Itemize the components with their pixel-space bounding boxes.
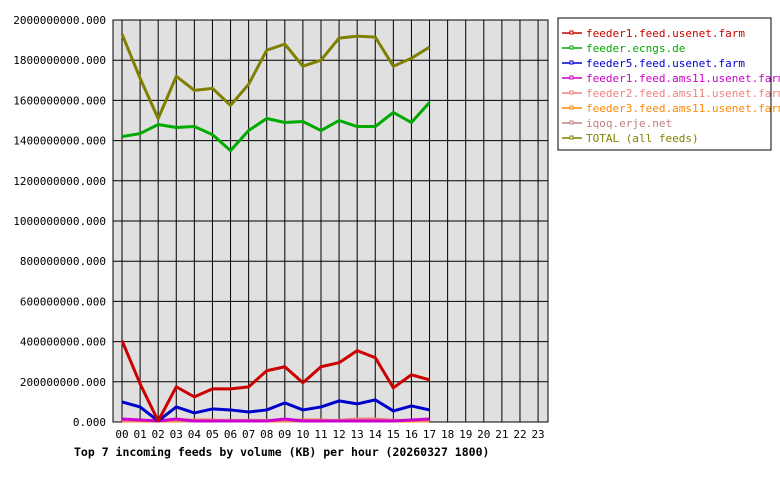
y-axis: 0.000 200000000.000 400000000.000 600000000…: [13, 14, 106, 429]
x-tick-label: 08: [260, 428, 273, 441]
y-tick-label: 2000000000.000: [13, 14, 106, 27]
x-tick-label: 17: [423, 428, 436, 441]
legend-label: feeder5.feed.usenet.farm: [586, 57, 745, 70]
legend-label: feeder1.feed.usenet.farm: [586, 27, 745, 40]
x-tick-label: 19: [459, 428, 472, 441]
y-tick-label: 1000000000.000: [13, 215, 106, 228]
legend-marker: [569, 75, 574, 80]
series-line: [120, 340, 430, 423]
x-tick-label: 16: [405, 428, 418, 441]
legend-marker: [569, 30, 574, 35]
x-tick-label: 21: [495, 428, 508, 441]
x-tick-label: 18: [441, 428, 454, 441]
series-lines: [120, 33, 431, 423]
y-tick-label: 400000000.000: [20, 336, 106, 349]
legend-marker: [569, 45, 574, 50]
legend-label: feeder1.feed.ams11.usenet.farm: [586, 72, 780, 85]
x-tick-label: 10: [296, 428, 309, 441]
x-tick-label: 12: [332, 428, 345, 441]
series-line: [121, 101, 431, 153]
x-tick-label: 15: [387, 428, 400, 441]
x-tick-label: 07: [242, 428, 255, 441]
series-line: [121, 398, 430, 423]
x-tick-label: 11: [314, 428, 327, 441]
x-tick-label: 02: [152, 428, 165, 441]
x-tick-label: 06: [224, 428, 237, 441]
legend-label: iqoq.erje.net: [586, 117, 672, 130]
legend: feeder1.feed.usenet.farm feeder.ecngs.de f…: [557, 17, 780, 151]
x-tick-label: 14: [369, 428, 383, 441]
y-tick-label: 800000000.000: [20, 255, 106, 268]
y-tick-label: 1600000000.000: [13, 94, 106, 107]
x-tick-label: 03: [170, 428, 183, 441]
legend-marker: [569, 135, 574, 140]
y-tick-label: 600000000.000: [20, 295, 106, 308]
legend-marker: [569, 120, 574, 125]
x-tick-label: 05: [206, 428, 219, 441]
y-tick-label: 200000000.000: [20, 376, 106, 389]
legend-label: feeder.ecngs.de: [586, 42, 685, 55]
x-tick-label: 09: [278, 428, 291, 441]
x-tick-label: 22: [513, 428, 526, 441]
x-axis: 00 01 02 03 04 05 06 07 08 09 10 11 12 13 14 15 16 17 18 19…: [115, 428, 544, 441]
chart-title: Top 7 incoming feeds by volume (KB) per …: [74, 445, 489, 459]
grid: [112, 19, 549, 423]
x-tick-label: 00: [115, 428, 128, 441]
legend-marker: [569, 105, 574, 110]
series-line: [121, 417, 430, 423]
legend-marker: [569, 60, 574, 65]
x-tick-label: 01: [133, 428, 146, 441]
y-tick-label: 0.000: [73, 416, 106, 429]
legend-marker: [569, 90, 574, 95]
series-line: [120, 33, 431, 120]
legend-label: feeder3.feed.ams11.usenet.farm: [586, 102, 780, 115]
y-tick-label: 1400000000.000: [13, 135, 106, 148]
y-tick-label: 1200000000.000: [13, 175, 106, 188]
x-tick-label: 13: [351, 428, 364, 441]
x-tick-label: 20: [477, 428, 490, 441]
y-tick-label: 1800000000.000: [13, 54, 106, 67]
legend-label: TOTAL (all feeds): [586, 132, 699, 145]
x-tick-label: 04: [188, 428, 202, 441]
x-tick-label: 23: [531, 428, 544, 441]
legend-label: feeder2.feed.ams11.usenet.farm: [586, 87, 780, 100]
